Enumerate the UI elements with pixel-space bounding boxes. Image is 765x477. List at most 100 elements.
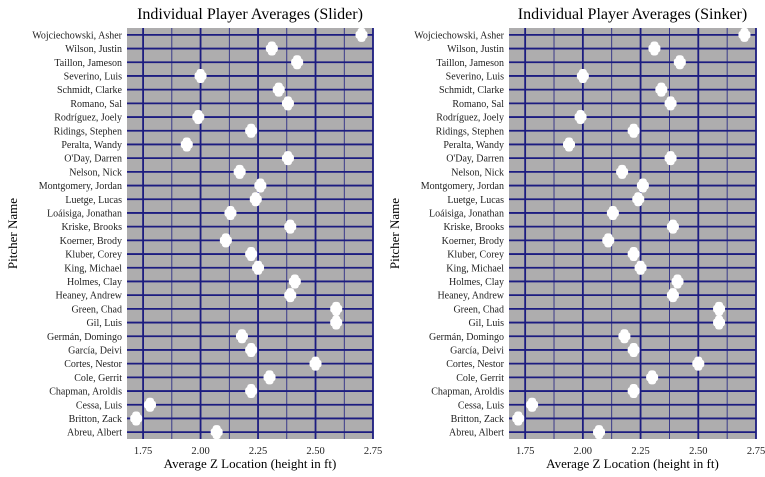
x-tick-label: 2.25 [249, 446, 267, 457]
data-point [563, 137, 576, 152]
data-point [618, 329, 631, 344]
pitcher-name-label: Cessa, Luis [76, 400, 122, 411]
pitcher-name-label: King, Michael [446, 263, 504, 274]
data-point [309, 356, 322, 371]
pitcher-name-label: Peralta, Wandy [443, 140, 504, 151]
data-point [180, 137, 193, 152]
data-point [355, 27, 368, 42]
pitcher-name-label: García, Deivi [68, 345, 122, 356]
x-tick-label: 2.75 [747, 446, 765, 457]
x-tick-label: 2.50 [306, 446, 324, 457]
pitcher-name-label: Kluber, Corey [447, 250, 504, 261]
data-point [330, 315, 343, 330]
data-point [224, 205, 237, 220]
x-tick-label: 2.25 [631, 446, 649, 457]
data-point [263, 370, 276, 385]
pitcher-name-label: Cortes, Nestor [64, 359, 122, 370]
data-point [646, 370, 659, 385]
pitcher-name-label: Nelson, Nick [451, 167, 504, 178]
pitcher-name-label: Gil, Luis [86, 318, 122, 329]
sinker-chart: Wojciechowski, Asher Wilson, Justin Taillo… [387, 6, 765, 471]
data-point [245, 247, 258, 262]
data-point [713, 315, 726, 330]
data-point [235, 329, 248, 344]
pitcher-name-label: Chapman, Aroldis [431, 387, 504, 398]
pitcher-name-label: Montgomery, Jordan [421, 181, 504, 192]
chart-title: Individual Player Averages (Slider) [137, 6, 363, 23]
data-point [233, 164, 246, 179]
pitcher-name-label: Wilson, Justin [65, 44, 122, 55]
y-axis-title: Pitcher Name [387, 198, 402, 269]
data-point [284, 219, 297, 234]
x-tick-label: 2.50 [689, 446, 707, 457]
pitcher-name-label: Cole, Gerrit [74, 373, 122, 384]
y-axis-title: Pitcher Name [5, 198, 20, 269]
pitcher-name-label: Kriske, Brooks [443, 222, 504, 233]
data-point [738, 27, 751, 42]
x-tick-label: 2.00 [574, 446, 592, 457]
pitcher-name-label: Severino, Luis [64, 71, 122, 82]
data-point [666, 288, 679, 303]
pitcher-name-label: Holmes, Clay [449, 277, 504, 288]
pitcher-name-label: Britton, Zack [69, 414, 122, 425]
pitcher-name-label: Taillon, Jameson [436, 58, 504, 69]
pitcher-name-label: Abreu, Albert [67, 428, 122, 439]
data-point [627, 384, 640, 399]
pitcher-name-label: Wojciechowski, Asher [32, 30, 122, 41]
data-point [245, 384, 258, 399]
slider-chart: Wojciechowski, Asher Wilson, Justin Taillo… [5, 6, 382, 471]
x-axis-title: Average Z Location (height in ft) [164, 456, 337, 471]
pitcher-name-label: Romano, Sal [452, 99, 504, 110]
plot-area [127, 28, 373, 439]
pitcher-name-label: Luetge, Lucas [447, 195, 504, 206]
data-point [655, 82, 668, 97]
data-point [249, 192, 262, 207]
pitcher-name-label: Romano, Sal [70, 99, 122, 110]
data-point [245, 342, 258, 357]
pitcher-name-label: Loáisiga, Jonathan [429, 208, 504, 219]
pitcher-name-label: Severino, Luis [446, 71, 504, 82]
x-tick-label: 1.75 [134, 446, 152, 457]
data-point [219, 233, 232, 248]
pitcher-name-label: Koerner, Brody [442, 236, 504, 247]
data-point [602, 233, 615, 248]
x-axis-title: Average Z Location (height in ft) [546, 456, 719, 471]
pitcher-name-label: Rodríguez, Joely [436, 113, 504, 124]
pitcher-name-label: Green, Chad [71, 304, 122, 315]
data-point [254, 178, 267, 193]
data-point [192, 110, 205, 125]
data-point [664, 96, 677, 111]
data-point [648, 41, 661, 56]
pitcher-name-label: Green, Chad [453, 304, 504, 315]
data-point [634, 260, 647, 275]
pitcher-name-label: Kluber, Corey [65, 250, 122, 261]
data-point [574, 110, 587, 125]
data-point [593, 425, 606, 440]
pitcher-name-label: Peralta, Wandy [61, 140, 122, 151]
data-point [616, 164, 629, 179]
pitcher-name-label: Montgomery, Jordan [39, 181, 122, 192]
pitcher-name-label: Loáisiga, Jonathan [47, 208, 122, 219]
pitcher-name-label: Abreu, Albert [449, 428, 504, 439]
pitcher-name-label: García, Deivi [450, 345, 504, 356]
pitcher-name-label: Gil, Luis [468, 318, 504, 329]
data-point [210, 425, 223, 440]
pitcher-name-label: Taillon, Jameson [54, 58, 122, 69]
plot-area [509, 28, 756, 439]
data-point [664, 151, 677, 166]
pitcher-name-label: Schmidt, Clarke [57, 85, 123, 96]
chart-title: Individual Player Averages (Sinker) [518, 6, 747, 23]
data-point [526, 397, 539, 412]
pitcher-name-label: Holmes, Clay [67, 277, 122, 288]
data-point [632, 192, 645, 207]
data-point [627, 123, 640, 138]
pitcher-name-label: Nelson, Nick [69, 167, 122, 178]
data-point [245, 123, 258, 138]
data-point [284, 288, 297, 303]
data-point [288, 274, 301, 289]
pitcher-name-label: King, Michael [64, 263, 122, 274]
data-point [291, 55, 304, 70]
data-point [666, 219, 679, 234]
x-tick-label: 1.75 [516, 446, 534, 457]
